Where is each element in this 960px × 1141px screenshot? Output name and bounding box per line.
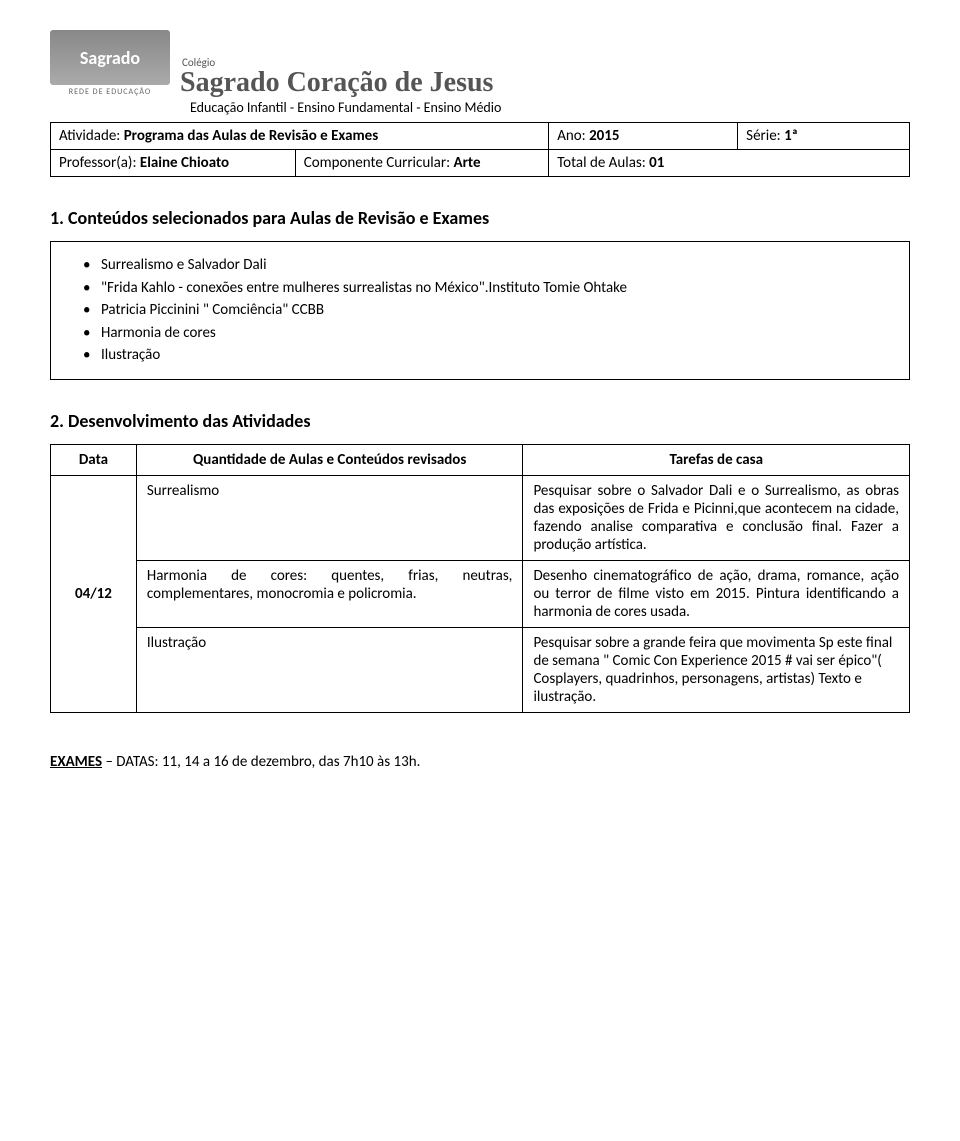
componente-label: Componente Curricular:: [304, 154, 454, 172]
componente-value: Arte: [454, 154, 481, 172]
date-cell: 04/12: [51, 475, 137, 712]
header-task: Tarefas de casa: [523, 444, 910, 475]
logo-right-block: Colégio Sagrado Coração de Jesus: [180, 56, 493, 97]
serie-label: Série:: [746, 127, 784, 145]
info-table: Atividade: Programa das Aulas de Revisão…: [50, 122, 910, 177]
row-content: Harmonia de cores: quentes, frias, neutr…: [136, 560, 523, 627]
ano-value: 2015: [589, 127, 619, 145]
logo-main: Sagrado: [50, 30, 170, 85]
total-value: 01: [649, 154, 664, 172]
row-content: Ilustração: [136, 627, 523, 712]
header-content: Quantidade de Aulas e Conteúdos revisado…: [136, 444, 523, 475]
activity-label: Atividade:: [59, 127, 124, 145]
serie-cell: Série: 1ª: [738, 123, 910, 150]
ano-cell: Ano: 2015: [549, 123, 738, 150]
header-subtitle: Educação Infantil - Ensino Fundamental -…: [190, 99, 910, 116]
exam-text: – DATAS: 11, 14 a 16 de dezembro, das 7h…: [102, 753, 420, 771]
total-label: Total de Aulas:: [557, 154, 649, 172]
row-task: Pesquisar sobre a grande feira que movim…: [523, 627, 910, 712]
content-item: Patricia Piccinini " Comciência" CCBB: [83, 299, 901, 322]
professor-value: Elaine Chioato: [140, 154, 229, 172]
footer-line: EXAMES – DATAS: 11, 14 a 16 de dezembro,…: [50, 753, 910, 771]
row-task: Desenho cinematográfico de ação, drama, …: [523, 560, 910, 627]
ano-label: Ano:: [557, 127, 589, 145]
total-cell: Total de Aulas: 01: [549, 150, 910, 177]
content-item: Ilustração: [83, 344, 901, 367]
professor-cell: Professor(a): Elaine Chioato: [51, 150, 296, 177]
content-box: Surrealismo e Salvador Dali "Frida Kahlo…: [50, 241, 910, 380]
colegio-name: Sagrado Coração de Jesus: [180, 69, 493, 97]
serie-value: 1ª: [784, 127, 798, 145]
content-item: Surrealismo e Salvador Dali: [83, 254, 901, 277]
logo-left-block: Sagrado REDE DE EDUCAÇÃO: [50, 30, 170, 97]
content-item: Harmonia de cores: [83, 322, 901, 345]
professor-label: Professor(a):: [59, 154, 140, 172]
row-content: Surrealismo: [136, 475, 523, 560]
row-task: Pesquisar sobre o Salvador Dali e o Surr…: [523, 475, 910, 560]
section2-title: 2. Desenvolvimento das Atividades: [50, 410, 910, 432]
content-list: Surrealismo e Salvador Dali "Frida Kahlo…: [59, 254, 901, 367]
logo-row: Sagrado REDE DE EDUCAÇÃO Colégio Sagrado…: [50, 30, 910, 97]
document-header: Sagrado REDE DE EDUCAÇÃO Colégio Sagrado…: [50, 30, 910, 177]
exam-label: EXAMES: [50, 753, 102, 771]
content-item: "Frida Kahlo - conexões entre mulheres s…: [83, 277, 901, 300]
logo-subtext: REDE DE EDUCAÇÃO: [69, 87, 151, 97]
section1-title: 1. Conteúdos selecionados para Aulas de …: [50, 207, 910, 229]
activity-value: Programa das Aulas de Revisão e Exames: [124, 127, 379, 145]
activity-cell: Atividade: Programa das Aulas de Revisão…: [51, 123, 549, 150]
header-data: Data: [51, 444, 137, 475]
componente-cell: Componente Curricular: Arte: [295, 150, 548, 177]
activities-table: Data Quantidade de Aulas e Conteúdos rev…: [50, 444, 910, 713]
